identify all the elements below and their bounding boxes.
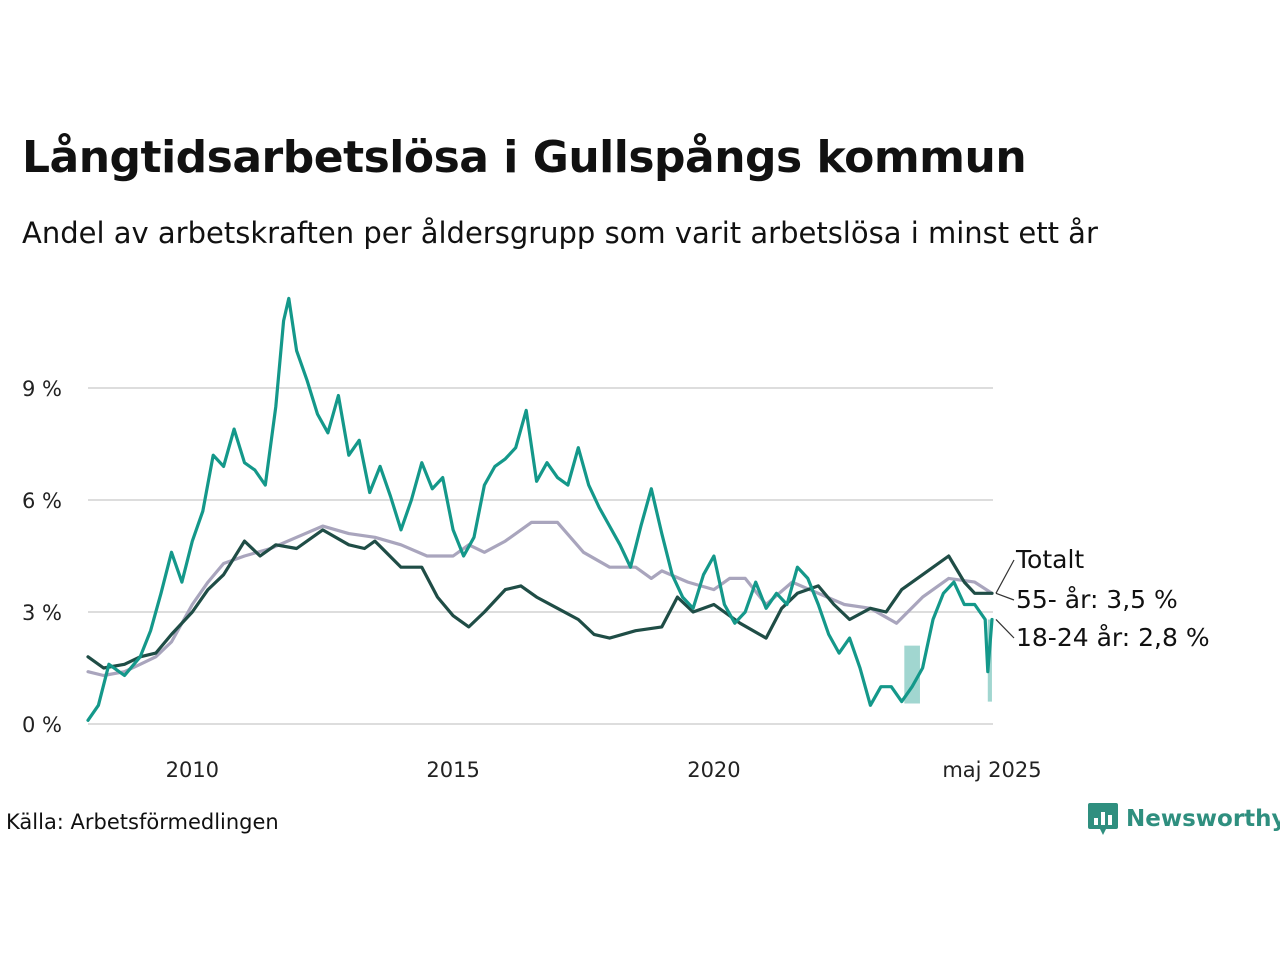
grid-layer	[88, 387, 993, 725]
brand-name: Newsworthy	[1126, 806, 1280, 832]
bar-chart-speech-bubble-icon	[1088, 803, 1118, 835]
end-label-55-r: 55- år: 3,5 %	[1016, 585, 1178, 614]
end-label-18-24-r: 18-24 år: 2,8 %	[1016, 623, 1210, 652]
x-tick-label: 2020	[687, 758, 740, 782]
x-tick-label: 2010	[166, 758, 219, 782]
brand-logo: Newsworthy	[1088, 802, 1280, 836]
x-tick-label: 2015	[426, 758, 479, 782]
y-tick-label: 9 %	[22, 377, 62, 401]
uncertainty-band	[904, 645, 920, 704]
y-tick-label: 3 %	[22, 601, 62, 625]
x-tick-label: maj 2025	[942, 758, 1041, 782]
series-layer	[86, 296, 994, 722]
label-leader-line	[995, 559, 1015, 594]
source-note: Källa: Arbetsförmedlingen	[6, 810, 279, 834]
end-labels: Totalt 55- år: 3,5 % 18-24 år: 2,8 %	[995, 545, 1210, 652]
band-layer	[904, 619, 992, 704]
series-line-55-r	[86, 520, 994, 678]
series-line-totalt	[86, 528, 994, 670]
y-tick-label: 0 %	[22, 713, 62, 737]
y-axis: 0 % 3 % 6 % 9 %	[22, 377, 62, 737]
label-leader-line	[995, 619, 1015, 639]
label-leader-line	[995, 592, 1015, 601]
y-tick-label: 6 %	[22, 489, 62, 513]
end-label-totalt: Totalt	[1015, 545, 1084, 574]
chart-subtitle: Andel av arbetskraften per åldersgrupp s…	[22, 216, 1098, 250]
series-line-18-24-r	[86, 296, 994, 722]
x-axis: 2010 2015 2020 maj 2025	[166, 758, 1042, 782]
chart-title: Långtidsarbetslösa i Gullspångs kommun	[22, 132, 1027, 183]
